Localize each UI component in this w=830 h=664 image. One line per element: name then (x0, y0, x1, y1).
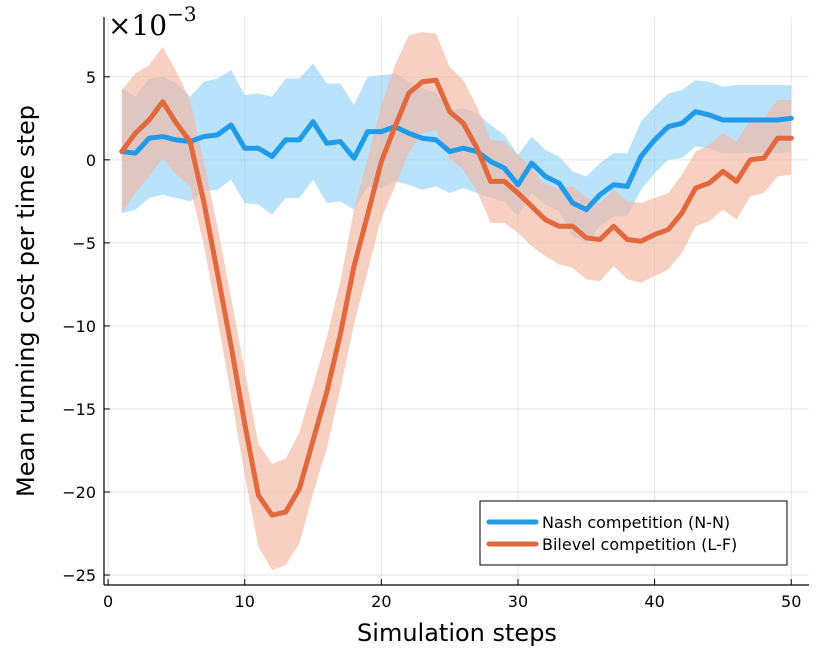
y-scale-base: ×10 (108, 9, 167, 42)
y-tick-label-6: −25 (62, 566, 96, 585)
y-tick-label-5: −20 (62, 483, 96, 502)
line-series-1 (119, 77, 794, 518)
legend: Nash competition (N-N) Bilevel competiti… (479, 500, 788, 566)
x-tick-label-4: 40 (644, 592, 664, 611)
y-scale-notation: ×10−3 (108, 2, 197, 42)
y-axis-title: Mean running cost per time step (12, 105, 40, 497)
axes (103, 17, 809, 586)
y-tick-label-2: −5 (72, 234, 96, 253)
legend-box (479, 500, 788, 566)
x-tick-label-2: 20 (371, 592, 391, 611)
band-series-1 (121, 31, 792, 571)
series-lines (119, 77, 794, 518)
y-tick-label-4: −15 (62, 400, 96, 419)
confidence-bands (121, 31, 792, 571)
legend-label-nash: Nash competition (N-N) (542, 513, 730, 532)
y-tick-label-3: −10 (62, 317, 96, 336)
x-axis-title: Simulation steps (357, 619, 557, 647)
y-scale-exponent: −3 (167, 2, 196, 26)
x-tick-label-5: 50 (781, 592, 801, 611)
x-ticks: 0 10 20 30 40 50 (103, 579, 801, 611)
x-tick-label-1: 10 (235, 592, 255, 611)
line-series-0 (119, 109, 794, 213)
y-tick-label-0: 5 (86, 68, 96, 87)
y-tick-label-1: 0 (86, 151, 96, 170)
legend-label-bilevel: Bilevel competition (L-F) (542, 535, 737, 554)
y-ticks: 5 0 −5 −10 −15 −20 −25 (62, 68, 110, 585)
x-tick-label-0: 0 (103, 592, 113, 611)
x-tick-label-3: 30 (508, 592, 528, 611)
